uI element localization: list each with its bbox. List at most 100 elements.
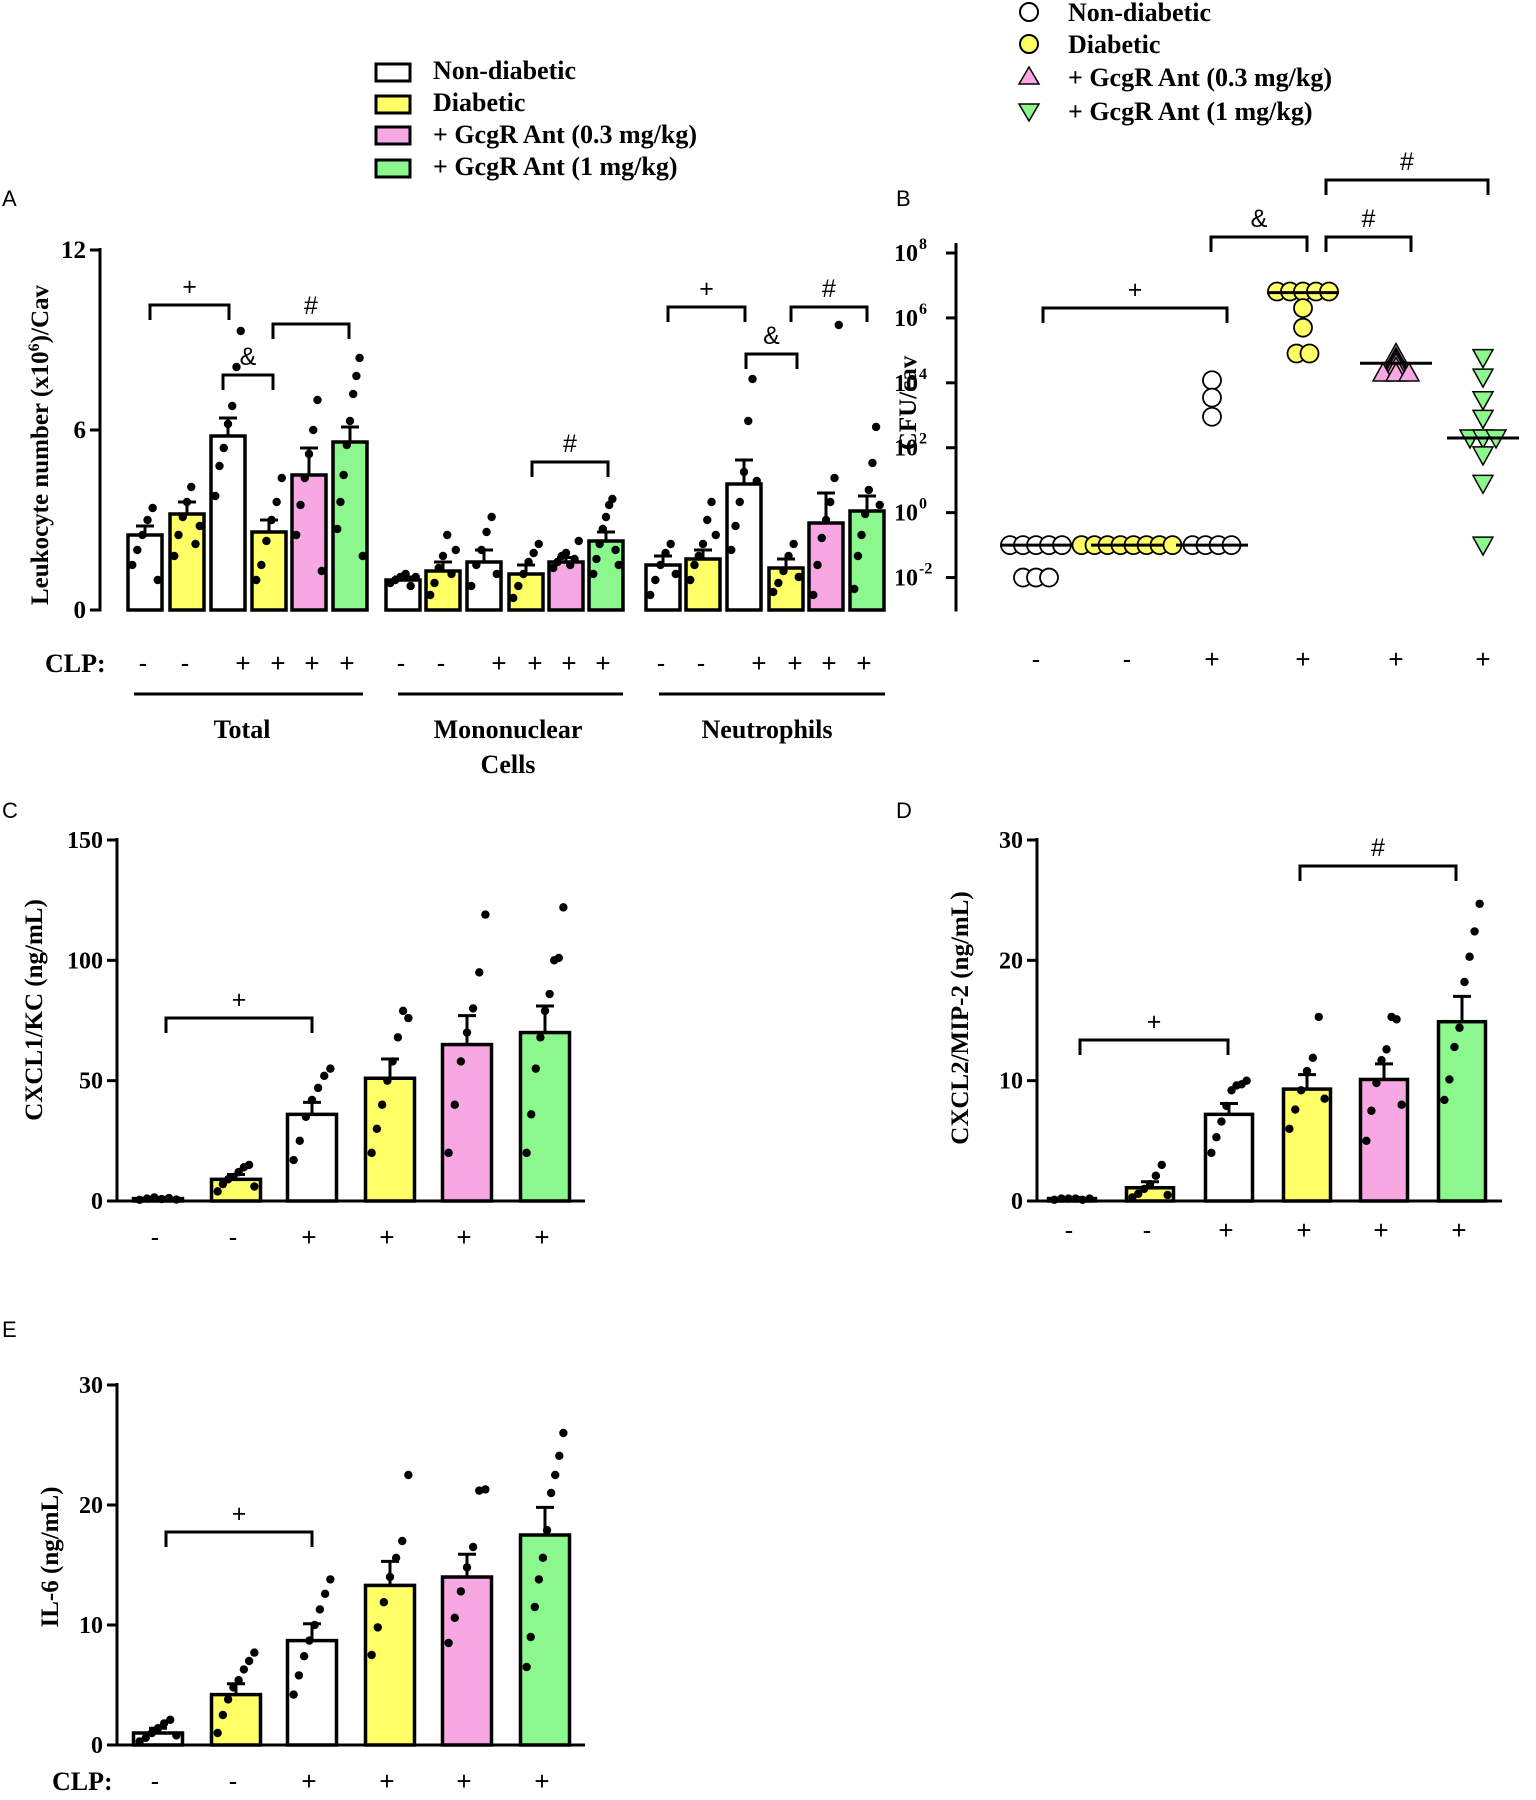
panel-c-point-1-6 — [244, 1160, 254, 1170]
panel-a-0-point-4-6 — [317, 566, 326, 576]
panel-a-2-point-2-1 — [731, 521, 740, 531]
panel-d-bracket-0 — [1078, 1038, 1230, 1055]
panel-a-bracket-1 — [221, 373, 275, 390]
panel-a-0-clp-4: + — [304, 648, 319, 678]
panel-c-point-5-2 — [531, 1064, 541, 1073]
panel-a-0-point-3-1 — [257, 560, 266, 570]
panel-a-0-clp-0: - — [139, 648, 148, 678]
panel-d-point-0-1 — [1057, 1194, 1066, 1203]
panel-a-ylabel-sup: 6 — [26, 343, 43, 351]
panel-a-ylabel: Leukocyte number (x106)/Cav — [26, 284, 54, 605]
panel-c-point-5-7 — [554, 953, 563, 963]
panel-c-point-0-3 — [157, 1194, 166, 1204]
panel-a-2-point-2-3 — [739, 467, 749, 477]
panel-b-point-5-2 — [1471, 391, 1495, 412]
panel-a-0-point-0-2 — [138, 530, 147, 540]
panel-e-point-3-3 — [385, 1572, 395, 1582]
panel-e-point-5-0 — [522, 1662, 531, 1672]
panel-a-bracket-6-label: # — [822, 275, 836, 303]
legend-marker-label-diabetic: Diabetic — [1068, 30, 1160, 59]
legend-swatch-nondiabetic — [374, 62, 412, 83]
panel-e-clp-2: + — [301, 1766, 316, 1796]
panel-a-1-clp-0: - — [397, 648, 406, 678]
panel-b-point-3-6 — [1293, 317, 1313, 338]
panel-a-0-point-2-3 — [223, 419, 233, 429]
panel-e-point-2-7 — [326, 1575, 335, 1584]
panel-a-1-clp-4: + — [561, 648, 576, 678]
panel-a-2-point-2-2 — [735, 497, 744, 507]
panel-b-clp-0: - — [1032, 644, 1041, 674]
panel-d-point-2-2 — [1217, 1117, 1226, 1126]
panel-c-point-2-3 — [307, 1095, 317, 1105]
panel-c-ytick-label-0: 0 — [91, 1189, 103, 1215]
legend-marker-label-gcgr03: + GcgR Ant (0.3 mg/kg) — [1068, 63, 1332, 92]
panel-e-point-1-5 — [239, 1665, 249, 1674]
panel-a-1-point-5-8 — [614, 560, 623, 570]
panel-d-clp-0: - — [1065, 1215, 1074, 1245]
panel-c-ylabel: CXCL1/KC (ng/mL) — [21, 899, 48, 1121]
panel-c-point-2-6 — [326, 1064, 335, 1073]
panel-c-point-3-5 — [393, 1033, 403, 1042]
panel-e-point-5-5 — [542, 1526, 552, 1535]
panel-a-1-point-5-2 — [595, 539, 604, 549]
panel-b-bracket-0-label: + — [1128, 276, 1143, 304]
panel-a-0-point-0-0 — [128, 560, 137, 570]
panel-e-point-5-9 — [559, 1428, 568, 1438]
panel-a-2-point-0-0 — [646, 590, 655, 600]
panel-d-point-1-4 — [1151, 1171, 1161, 1180]
panel-d-point-4-4 — [1382, 1045, 1391, 1054]
panel-e-clp-3: + — [379, 1766, 394, 1796]
panel-b-ytick-label-2: 10 — [894, 436, 918, 462]
panel-b-ytick-exp-3: 4 — [919, 366, 927, 383]
panel-a-0-point-1-6 — [195, 521, 204, 531]
panel-b-ytick-label-0: 10 — [894, 566, 918, 592]
panel-c-point-4-3 — [462, 1028, 472, 1037]
legend-bars: Non-diabetic Diabetic + GcgR Ant (0.3 mg… — [374, 56, 697, 181]
panel-d-point-5-3 — [1455, 1023, 1464, 1032]
panel-a-0-point-1-4 — [187, 482, 196, 492]
panel-c-point-5-0 — [522, 1148, 531, 1158]
panel-e-point-0-3 — [153, 1724, 163, 1733]
panel-e-point-3-0 — [367, 1650, 376, 1660]
panel-a-1-point-4-1 — [553, 557, 562, 567]
panel-d-clp-2: + — [1218, 1215, 1233, 1245]
panel-b-clp-3: + — [1295, 644, 1310, 674]
panel-a-2-point-3-2 — [779, 566, 788, 576]
panel-c-point-3-6 — [398, 1006, 408, 1016]
panel-d-point-1-5 — [1157, 1160, 1166, 1170]
panel-a-0-point-5-0 — [333, 524, 342, 534]
panel-d-bar-5 — [1436, 1019, 1488, 1203]
panel-a-2-point-0-1 — [651, 575, 660, 585]
panel-a-2-point-5-0 — [850, 584, 859, 594]
panel-a-bracket-2-label: # — [304, 292, 318, 320]
panel-c-clp-4: + — [456, 1222, 471, 1252]
panel-a-clp-label: CLP: — [45, 649, 106, 678]
panel-a-1-point-3-3 — [524, 557, 533, 567]
panel-a-1-point-0-4 — [406, 581, 415, 591]
panel-d-point-4-3 — [1377, 1056, 1386, 1065]
panel-b-bracket-0 — [1041, 306, 1229, 323]
panel-a-2-point-0-4 — [666, 539, 675, 549]
panel-a-2-point-4-1 — [813, 560, 822, 570]
panel-a-2-point-1-5 — [707, 497, 716, 507]
panel-a-2-point-2-0 — [727, 545, 736, 555]
panel-a-0-clp-2: + — [235, 648, 250, 678]
panel-a-2-clp-5: + — [856, 648, 871, 678]
panel-e-point-2-2 — [299, 1652, 309, 1661]
panel-a-0-point-5-1 — [336, 497, 345, 507]
panel-c-point-3-7 — [404, 1013, 413, 1023]
panel-c-clp-3: + — [379, 1222, 394, 1252]
panel-a-1-point-0-3 — [401, 569, 410, 579]
panel-d-point-3-5 — [1314, 1012, 1323, 1022]
panel-a-2-point-1-2 — [694, 551, 703, 561]
legend-swatch-gcgr1 — [374, 158, 412, 179]
panel-a-0-point-2-1 — [215, 461, 224, 471]
panel-e-point-1-1 — [218, 1710, 228, 1720]
panel-d-point-1-1 — [1134, 1189, 1143, 1198]
panel-a-1-point-0-5 — [411, 572, 420, 582]
panel-a-0-point-2-6 — [236, 326, 245, 336]
panel-a-2-clp-2: + — [751, 648, 766, 678]
panel-a-1-clp-3: + — [527, 648, 542, 678]
panel-c-ytick-label-1: 50 — [79, 1069, 103, 1095]
panel-a-2-point-5-4 — [864, 485, 874, 495]
